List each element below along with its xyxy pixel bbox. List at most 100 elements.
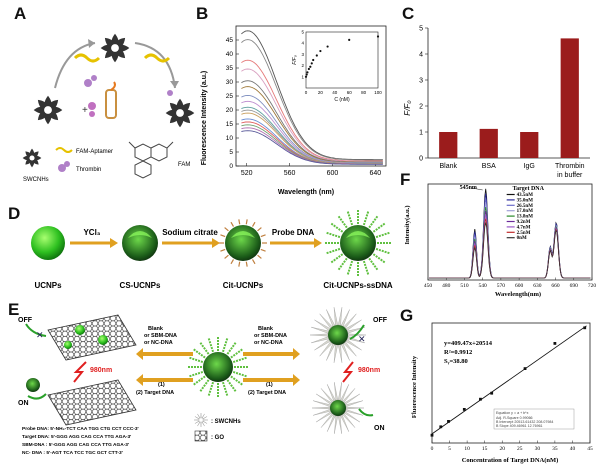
g-fit-line [431, 325, 587, 435]
b-y-tick-label: 20 [226, 107, 234, 114]
ssdna-strand [221, 381, 229, 396]
swcnh-horn [334, 382, 338, 401]
ssdna-strand [207, 338, 215, 353]
swcnh-top [101, 34, 130, 63]
f-legend-item: 2.5nM [517, 231, 531, 236]
g-fit-table: Equation y = a + b*x Adj. R-Square 0.990… [493, 408, 575, 430]
b-inset-point [306, 71, 309, 74]
ssdna-strand [372, 253, 387, 264]
ssdna-strand [362, 260, 370, 276]
swcnh-horn [327, 384, 336, 402]
panel-d-label: D [8, 204, 21, 223]
b-inset-x-tick: 80 [361, 90, 367, 95]
f-x-tick-label: 690 [570, 283, 579, 289]
ssdna-strand [375, 247, 391, 255]
ssdna-strand [368, 214, 379, 229]
left-step2: (2) Target DNA [136, 390, 174, 396]
b-inset-point [315, 54, 318, 57]
legend-swcnh-small [193, 412, 209, 428]
swcnh-horn [202, 416, 208, 420]
g-x-tick-label: 20 [499, 446, 505, 452]
citrate-ligand [251, 259, 256, 265]
b-x-tick-label: 600 [327, 170, 339, 177]
ssdna-strand [199, 379, 210, 392]
fluorescence-spectra-chart: Fluorescence Intensity (a.u.) Wavelength… [201, 25, 387, 196]
g-x-tick-label: 30 [535, 446, 541, 452]
thrombin-icon [84, 75, 173, 96]
fam-molecule-icon [128, 141, 174, 179]
seq-nc: NC- DNA : 5'-AGT TCA TCC TGC GCT CTT-3' [22, 450, 123, 456]
upconversion-spectra-chart: Intensity(a.u.) Wavelength(nm) 450 480 510… [404, 183, 596, 298]
cit-ucnp-ssdna-particle [324, 209, 392, 277]
svg-text:+: + [82, 105, 88, 116]
left-on-label: ON [18, 400, 29, 407]
b-y-tick-label: 0 [229, 163, 233, 170]
swcnh-horn [338, 415, 342, 434]
left-options: Blank or SBM-DNA or NC-DNA [144, 326, 177, 346]
g-data-point [490, 391, 494, 395]
center-ucnp-ssdna [188, 337, 248, 397]
c-category-label: Thrombin [555, 163, 585, 170]
svg-text:or SBM-DNA: or SBM-DNA [144, 333, 177, 339]
swcnh-horn [194, 416, 200, 420]
b-inset-point [305, 73, 308, 76]
swcnh-horn [338, 344, 343, 363]
seq-target: Target DNA: 5'-GGG AGG CAG CCA TTG AGA-3… [22, 434, 131, 440]
swcnh-horn [197, 413, 201, 419]
g-x-tick-label: 35 [552, 446, 558, 452]
svg-text:or SBM-DNA: or SBM-DNA [254, 333, 287, 339]
legend-aptamer: FAM-Aptamer [76, 149, 113, 155]
b-inset-y-tick: 1 [301, 74, 304, 79]
detection-scheme: OFF ✕ ON 980nm Blank or SBM-DNA or NC-DN… [18, 307, 388, 456]
right-980nm: 980nm [358, 367, 380, 374]
f-axes-frame [427, 183, 593, 281]
f-x-tick-label: 450 [424, 283, 433, 289]
ssdna-strand [329, 222, 344, 233]
b-x-tick-label: 640 [369, 170, 381, 177]
f-legend-item: 35.0nM [517, 198, 534, 203]
f-x-tick-label: 480 [442, 283, 451, 289]
reagent-probe-dna: Probe DNA [272, 228, 314, 237]
c-category-label: IgG [524, 163, 535, 170]
stage-ucnps: UCNPs [34, 281, 62, 290]
f-x-tick-label: 630 [533, 283, 542, 289]
swcnh-horn [345, 406, 365, 410]
ssdna-strand [232, 356, 247, 364]
g-r2: R²=0.9912 [444, 349, 472, 356]
b-xlabel: Wavelength (nm) [278, 189, 334, 196]
f-x-tick-label: 570 [497, 283, 506, 289]
legend-aptamer-icon [55, 147, 73, 153]
g-x-tick-label: 45 [587, 446, 593, 452]
citrate-ligand [245, 261, 248, 267]
b-x-tick-label: 520 [241, 170, 253, 177]
b-inset-point [307, 67, 310, 71]
ssdna-strand [375, 231, 391, 239]
right-on-label: ON [374, 425, 385, 432]
f-legend-item: 26.5nM [517, 204, 534, 209]
ssdna-strand [189, 356, 204, 364]
calibration-curve-chart: y=409.47x+20514 R²=0.9912 Sᵧ=38.80 Fluor… [411, 322, 593, 464]
citrate-ligand [251, 221, 256, 227]
f-ylabel: Intensity(a.u.) [404, 205, 411, 244]
b-y-tick-label: 25 [226, 93, 234, 100]
swcnh-horn [338, 382, 342, 401]
c-y-tick-label: 5 [419, 26, 423, 33]
svg-text:Adj. R-Square 0.99066: Adj. R-Square 0.99066 [496, 416, 533, 420]
svg-text:B Intercept 20513.61432: B Intercept 20513.61432 208.07984 [496, 420, 553, 424]
ssdna-strand [226, 379, 237, 392]
cs-ucnp-particle [122, 225, 158, 261]
b-y-tick-label: 45 [226, 37, 234, 44]
ssdna-strand [368, 257, 379, 272]
swcnh-on-assembly [311, 382, 365, 434]
citrate-ligand [224, 227, 229, 232]
f-spectrum-line [429, 214, 591, 279]
legend-thrombin: Thrombin [76, 167, 101, 173]
left-980nm: 980nm [90, 367, 112, 374]
svg-text:or NC-DNA: or NC-DNA [254, 340, 283, 346]
svg-text:or NC-DNA: or NC-DNA [144, 340, 173, 346]
g-data-point [439, 425, 443, 429]
f-x-tick-label: 660 [551, 283, 560, 289]
swcnh-horn [338, 307, 343, 326]
citrate-ligand [245, 219, 248, 225]
swcnh-horn [340, 384, 349, 402]
